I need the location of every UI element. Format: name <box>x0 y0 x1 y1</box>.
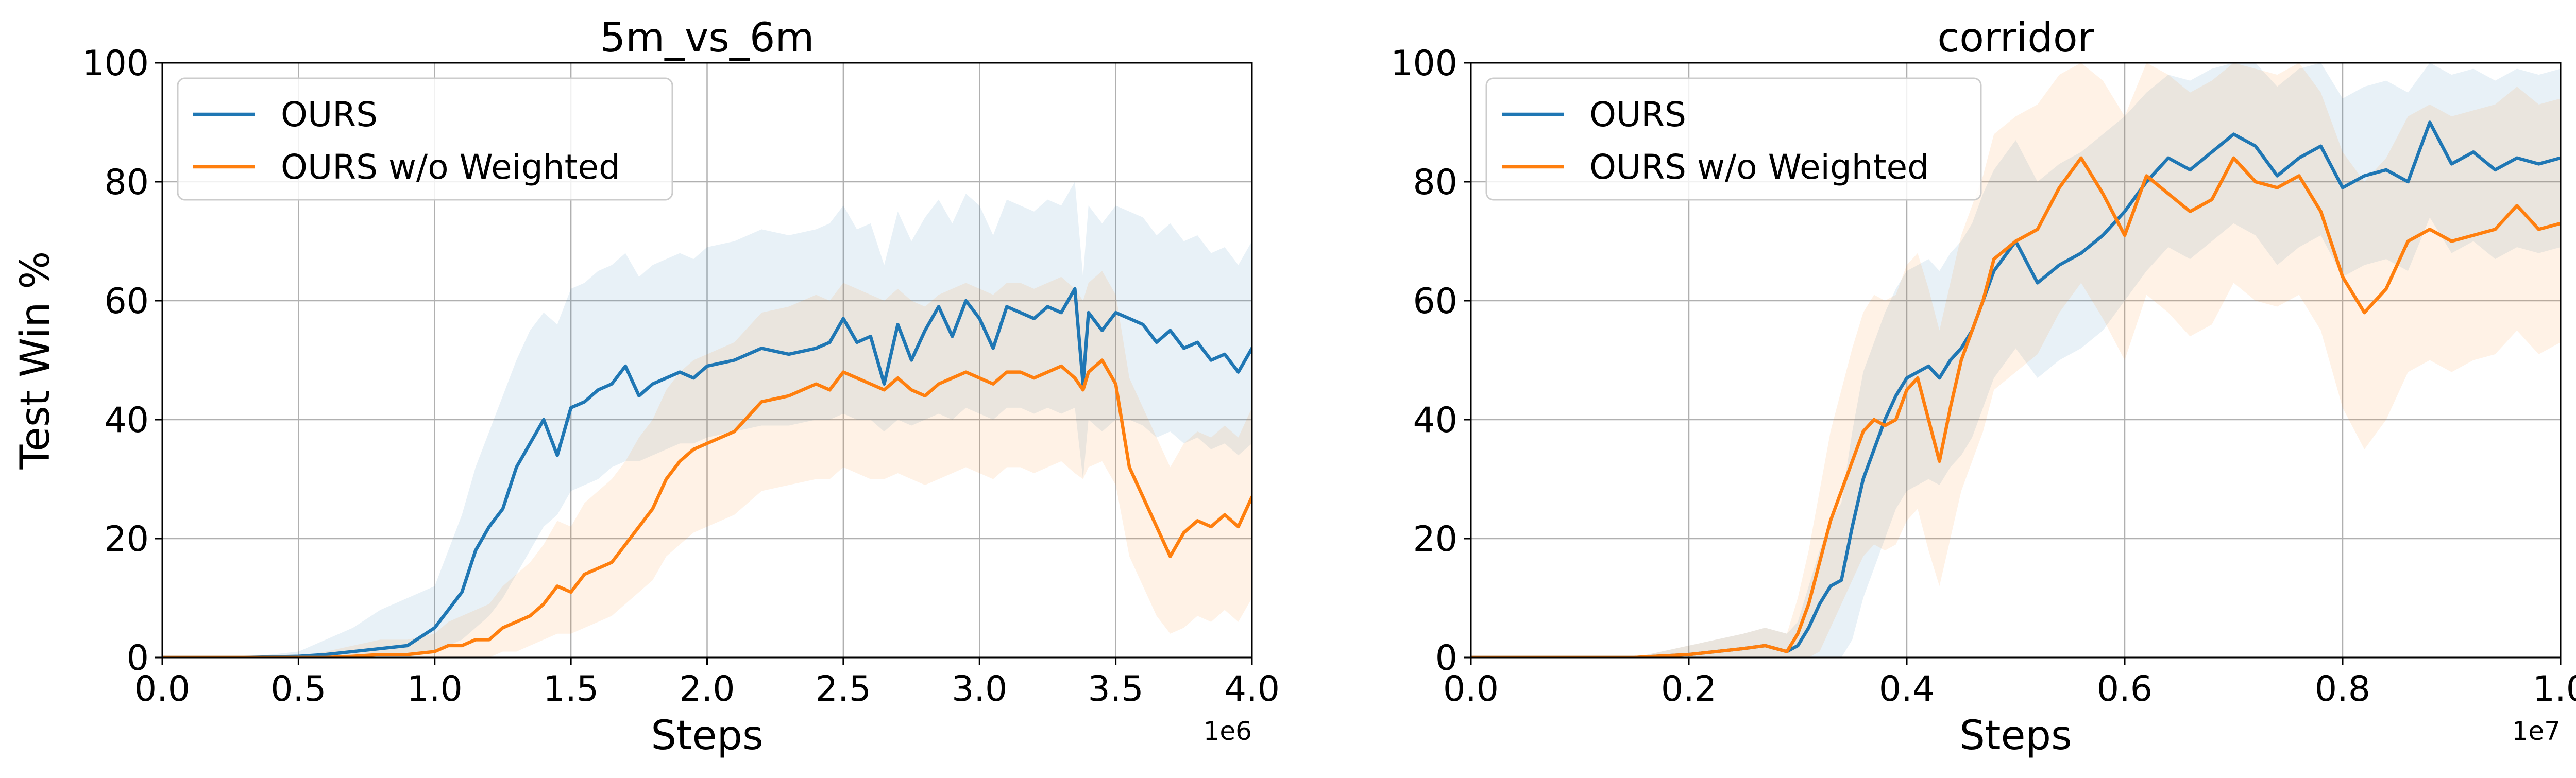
y-tick-label: 20 <box>1413 519 1458 560</box>
y-tick-label: 40 <box>1413 400 1458 441</box>
plot-area <box>1471 63 2561 658</box>
series-1-confidence-band <box>162 271 1252 658</box>
chart-panel-5m-vs-6m: 0.0 0.5 1.0 1.5 2.0 2.5 3.0 3.5 4.0 0 20 40 60 80 100 5… <box>12 15 1280 759</box>
y-tick-label: 100 <box>82 43 149 84</box>
x-tick-label: 3.0 <box>952 669 1007 710</box>
x-tick-label: 0.8 <box>2315 669 2370 710</box>
x-tick-label: 3.5 <box>1088 669 1144 710</box>
x-axis-offset-label: 1e7 <box>2512 716 2561 746</box>
chart-title: 5m_vs_6m <box>600 15 814 61</box>
x-tick-label: 1.5 <box>543 669 599 710</box>
series-1-confidence-band <box>1471 63 2561 658</box>
y-tick-label: 0 <box>127 638 149 679</box>
legend-box <box>177 77 673 201</box>
x-tick-label: 4.0 <box>1224 669 1280 710</box>
x-tick-label: 0.0 <box>1443 669 1499 710</box>
legend-label-1: OURS w/o Weighted <box>1589 147 1929 187</box>
x-axis-label: Steps <box>651 713 763 759</box>
x-tick-label: 2.0 <box>679 669 735 710</box>
plot-frame <box>1470 62 2562 659</box>
series-1-line <box>162 358 1252 658</box>
y-tick-label: 20 <box>104 519 149 560</box>
series-0-line <box>162 287 1252 658</box>
legend: OURS OURS w/o Weighted <box>177 77 673 201</box>
legend-label-1: OURS w/o Weighted <box>281 147 620 187</box>
series-0-confidence-band <box>1471 63 2561 658</box>
y-tick-label: 0 <box>1435 638 1458 679</box>
y-tick-label: 60 <box>104 281 149 322</box>
x-tick-label: 0.4 <box>1879 669 1935 710</box>
x-tick-label: 0.5 <box>270 669 326 710</box>
y-axis-label: Test Win % <box>12 251 59 470</box>
y-tick-label: 100 <box>1391 43 1458 84</box>
y-tick-label: 80 <box>1413 162 1458 203</box>
chart-panel-corridor: 0.0 0.2 0.4 0.6 0.8 1.0 0 20 40 60 80 100 corridor St… <box>1391 15 2576 759</box>
x-tick-label: 0.0 <box>134 669 190 710</box>
legend-box <box>1485 77 1982 201</box>
x-tick-label: 0.6 <box>2097 669 2153 710</box>
x-tick-label: 1.0 <box>2533 669 2576 710</box>
chart-title: corridor <box>1937 15 2094 61</box>
y-tick-label: 80 <box>104 162 149 203</box>
y-tick-label: 60 <box>1413 281 1458 322</box>
x-axis-offset-label: 1e6 <box>1204 716 1252 746</box>
y-tick-label: 40 <box>104 400 149 441</box>
legend-label-0: OURS <box>1589 95 1686 134</box>
legend-label-0: OURS <box>281 95 378 134</box>
x-tick-label: 0.2 <box>1661 669 1717 710</box>
series-0-confidence-band <box>162 182 1252 658</box>
plot-area <box>162 182 1252 658</box>
x-tick-label: 2.5 <box>816 669 871 710</box>
legend: OURS OURS w/o Weighted <box>1485 77 1982 201</box>
series-1-line <box>1471 156 2561 658</box>
x-tick-label: 1.0 <box>407 669 463 710</box>
x-axis-label: Steps <box>1959 713 2072 759</box>
